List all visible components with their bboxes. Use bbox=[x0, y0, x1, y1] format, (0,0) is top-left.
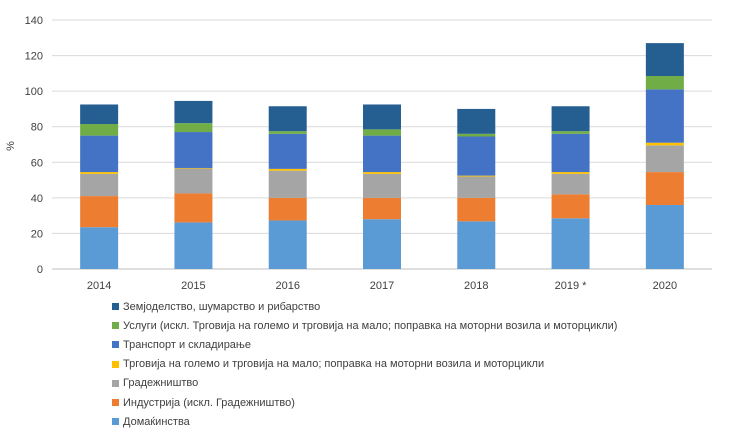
bar-segment bbox=[645, 142, 684, 146]
bar-segment bbox=[457, 175, 496, 177]
bar-segment bbox=[457, 133, 496, 137]
y-tick-label: 40 bbox=[31, 193, 43, 205]
bar-segment bbox=[363, 172, 401, 174]
legend-swatch bbox=[112, 322, 119, 330]
legend-item: Земјоделство, шумарство и рибарство bbox=[112, 297, 617, 316]
x-tick-label: 2018 bbox=[464, 280, 488, 290]
y-axis-ticks: 0 20 40 60 80 100 120 140 bbox=[25, 15, 43, 276]
legend-item: Градежништво bbox=[112, 374, 617, 393]
y-tick-label: 20 bbox=[31, 228, 43, 240]
legend-swatch bbox=[112, 399, 119, 407]
legend-item: Домаќинства bbox=[112, 412, 617, 431]
bar-segment bbox=[363, 219, 401, 269]
bar-segment bbox=[551, 173, 590, 195]
bars bbox=[80, 43, 684, 269]
y-tick-label: 80 bbox=[31, 122, 43, 134]
legend-swatch bbox=[112, 418, 119, 426]
bar-segment bbox=[174, 222, 213, 269]
bar-segment bbox=[645, 89, 684, 143]
bar-segment bbox=[268, 197, 307, 221]
bar-segment bbox=[268, 106, 307, 132]
legend-swatch bbox=[112, 341, 119, 349]
x-tick-label: 2016 bbox=[275, 280, 299, 290]
bar-segment bbox=[80, 196, 119, 228]
legend-item: Трговија на големо и трговија на мало; п… bbox=[112, 355, 617, 374]
legend-item: Услуги (искл. Трговија на големо и тргов… bbox=[112, 316, 617, 335]
y-tick-label: 140 bbox=[25, 15, 43, 27]
bar-segment bbox=[268, 133, 307, 169]
bar-segment bbox=[174, 132, 213, 168]
legend-label: Домаќинства bbox=[123, 415, 190, 428]
bar-segment bbox=[80, 173, 119, 197]
y-tick-label: 100 bbox=[25, 86, 43, 98]
x-tick-label: 2020 bbox=[653, 280, 677, 290]
bar-segment bbox=[174, 167, 213, 169]
bar-segment bbox=[645, 172, 684, 205]
bar-segment bbox=[174, 100, 213, 124]
bar-segment bbox=[363, 104, 401, 130]
bar-segment bbox=[645, 204, 684, 269]
legend-label: Земјоделство, шумарство и рибарство bbox=[123, 300, 321, 313]
x-tick-label: 2019 * bbox=[555, 280, 588, 290]
legend-label: Транспорт и складирање bbox=[123, 338, 251, 351]
bar-segment bbox=[457, 108, 496, 134]
bar-segment bbox=[551, 172, 590, 174]
legend-swatch bbox=[112, 379, 119, 387]
bar-segment bbox=[80, 172, 119, 174]
y-tick-label: 60 bbox=[31, 157, 43, 169]
bar-segment bbox=[80, 104, 119, 125]
y-tick-label: 0 bbox=[37, 264, 43, 276]
bar-segment bbox=[457, 176, 496, 198]
legend-swatch bbox=[112, 360, 119, 368]
bar-segment bbox=[174, 123, 213, 133]
legend-item: Транспорт и складирање bbox=[112, 335, 617, 354]
bar-segment bbox=[551, 106, 590, 132]
bar-segment bbox=[268, 131, 307, 134]
y-tick-label: 120 bbox=[25, 51, 43, 63]
bar-segment bbox=[174, 193, 213, 223]
x-axis-ticks: 2014 2015 2016 2017 2018 2019 * 2020 bbox=[87, 280, 677, 290]
bar-segment bbox=[268, 220, 307, 269]
bar-segment bbox=[551, 218, 590, 269]
bar-segment bbox=[551, 131, 590, 134]
legend-label: Индустрија (искл. Градежништво) bbox=[123, 396, 295, 409]
x-tick-label: 2015 bbox=[181, 280, 205, 290]
bar-segment bbox=[363, 129, 401, 136]
bar-segment bbox=[645, 145, 684, 173]
legend: Земјоделство, шумарство и рибарство Услуг… bbox=[112, 297, 617, 431]
bar-segment bbox=[268, 168, 307, 171]
legend-item: Индустрија (искл. Градежништво) bbox=[112, 393, 617, 412]
legend-label: Трговија на големо и трговија на мало; п… bbox=[123, 358, 545, 371]
legend-label: Градежништво bbox=[123, 377, 199, 390]
bar-segment bbox=[80, 227, 119, 269]
bar-segment bbox=[457, 136, 496, 176]
y-axis-label: % bbox=[5, 141, 17, 151]
x-tick-label: 2014 bbox=[87, 280, 111, 290]
bar-segment bbox=[551, 133, 590, 173]
bar-segment bbox=[174, 168, 213, 194]
bar-segment bbox=[268, 170, 307, 198]
bar-segment bbox=[80, 135, 119, 173]
bar-segment bbox=[363, 173, 401, 198]
bar-segment bbox=[551, 194, 590, 219]
bar-segment bbox=[645, 76, 684, 90]
bar-segment bbox=[80, 124, 119, 136]
bar-segment bbox=[363, 135, 401, 173]
legend-swatch bbox=[112, 303, 119, 311]
bar-segment bbox=[645, 43, 684, 77]
bar-segment bbox=[457, 221, 496, 269]
legend-label: Услуги (искл. Трговија на големо и тргов… bbox=[123, 319, 618, 332]
x-tick-label: 2017 bbox=[370, 280, 394, 290]
bar-segment bbox=[363, 197, 401, 220]
bar-segment bbox=[457, 197, 496, 222]
